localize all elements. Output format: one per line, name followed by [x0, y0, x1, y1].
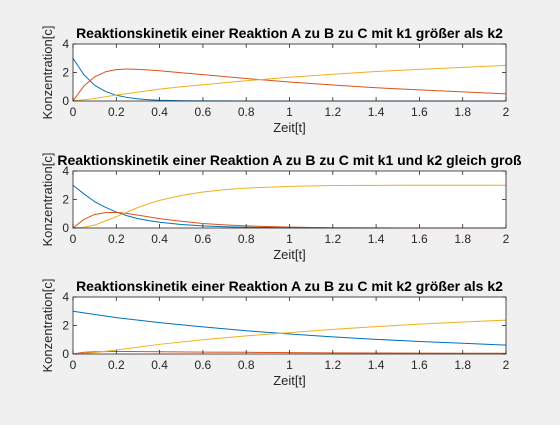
x-tick-label: 1.4 [368, 232, 385, 246]
y-tick-label: 4 [62, 290, 69, 304]
chart-title: Reaktionskinetik einer Reaktion A zu B z… [76, 25, 503, 41]
y-tick-label: 2 [62, 319, 69, 333]
x-tick-label: 1.8 [454, 105, 471, 119]
x-tick-label: 0.8 [238, 358, 255, 372]
x-tick-label: 0.8 [238, 105, 255, 119]
x-tick-label: 1.2 [324, 105, 341, 119]
x-tick-label: 0 [70, 358, 77, 372]
chart-title: Reaktionskinetik einer Reaktion A zu B z… [57, 152, 522, 168]
series-line-2 [72, 68, 507, 102]
x-tick-label: 0.4 [151, 358, 168, 372]
x-tick-label: 1.8 [454, 358, 471, 372]
x-axis-label: Zeit[t] [273, 247, 306, 262]
x-tick-label: 0 [70, 105, 77, 119]
y-axis-label: Konzentration[c] [40, 26, 55, 120]
x-tick-label: 1.8 [454, 232, 471, 246]
y-tick-label: 4 [62, 164, 69, 178]
y-tick-label: 0 [62, 347, 69, 361]
x-tick-label: 1 [286, 358, 293, 372]
y-tick-label: 0 [62, 221, 69, 235]
x-tick-label: 1 [286, 232, 293, 246]
x-tick-label: 0.6 [195, 232, 212, 246]
series-line-3 [72, 64, 507, 102]
x-axis-label: Zeit[t] [273, 120, 306, 135]
x-tick-label: 1.2 [324, 232, 341, 246]
x-tick-label: 0.4 [151, 105, 168, 119]
x-tick-label: 1.6 [411, 232, 428, 246]
y-tick-label: 2 [62, 66, 69, 80]
chart-title: Reaktionskinetik einer Reaktion A zu B z… [76, 278, 503, 294]
x-axis-label: Zeit[t] [273, 373, 306, 388]
series-line-3 [72, 319, 507, 355]
y-axis-label: Konzentration[c] [40, 279, 55, 373]
x-tick-label: 0.2 [108, 105, 125, 119]
x-tick-label: 1 [286, 105, 293, 119]
series-line-2 [72, 211, 506, 229]
y-tick-label: 2 [62, 193, 69, 207]
x-tick-label: 0.6 [195, 358, 212, 372]
x-tick-label: 0.6 [195, 105, 212, 119]
subplot-1: 0 0.2 0.4 0.6 0.8 1 1.2 1.4 1.6 1.8 2 0 2 4 Zeit[t] Kon… [40, 25, 510, 135]
y-tick-label: 4 [62, 37, 69, 51]
x-tick-label: 1.4 [368, 105, 385, 119]
x-tick-label: 0.2 [108, 232, 125, 246]
x-tick-label: 0.4 [151, 232, 168, 246]
y-axis-label: Konzentration[c] [40, 153, 55, 247]
series-line-1 [72, 310, 507, 346]
x-tick-label: 1.6 [411, 358, 428, 372]
x-tick-label: 0.8 [238, 232, 255, 246]
plot-area [73, 297, 506, 354]
x-tick-label: 1.6 [411, 105, 428, 119]
x-tick-label: 1.2 [324, 358, 341, 372]
x-tick-label: 2 [503, 105, 510, 119]
plot-area [73, 171, 506, 228]
y-tick-label: 0 [62, 94, 69, 108]
series-line-3 [72, 184, 506, 229]
subplot-2: 0 0.2 0.4 0.6 0.8 1 1.2 1.4 1.6 1.8 2 0 2 4 Zeit[t] Kon… [40, 152, 522, 262]
subplot-3: 0 0.2 0.4 0.6 0.8 1 1.2 1.4 1.6 1.8 2 0 2 4 Zeit[t] Kon… [40, 278, 510, 388]
x-tick-label: 1.4 [368, 358, 385, 372]
x-tick-label: 2 [503, 232, 510, 246]
x-tick-label: 2 [503, 358, 510, 372]
x-tick-label: 0 [70, 232, 77, 246]
x-tick-label: 0.2 [108, 358, 125, 372]
